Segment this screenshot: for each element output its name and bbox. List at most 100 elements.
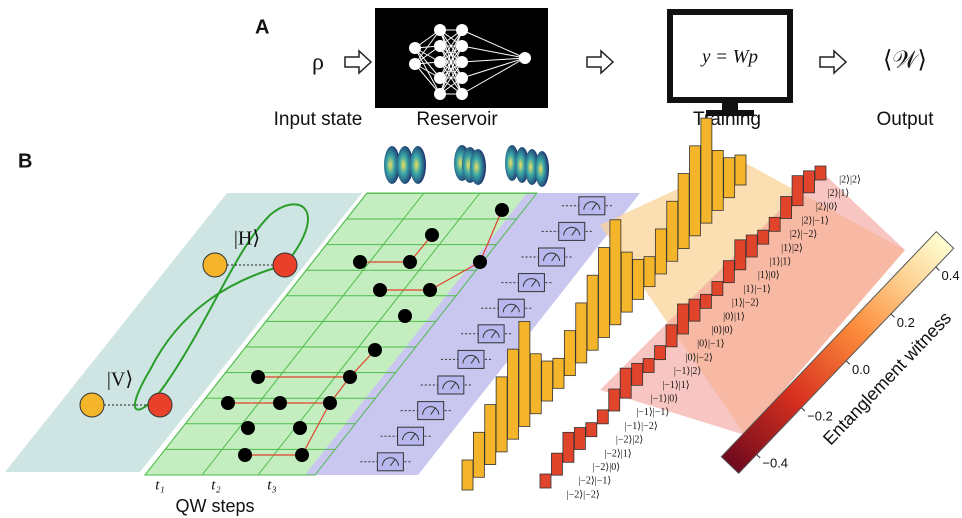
node	[456, 40, 468, 52]
bar	[678, 304, 689, 334]
bar	[574, 428, 585, 450]
ket-label: |1⟩|−2⟩	[732, 298, 760, 309]
figure: A ρ y = Wp ⟨𝒲⟩ Input state Reservoir Tra…	[0, 0, 962, 518]
bar	[563, 432, 574, 462]
step-label: t₃	[267, 477, 276, 493]
walk-dot	[343, 370, 357, 384]
ket-label: |1⟩|1⟩	[769, 256, 791, 267]
colorbar-tick-label: 0.0	[852, 362, 870, 377]
ket-label: |−2⟩|1⟩	[604, 448, 632, 459]
detector	[438, 376, 464, 394]
bar	[678, 174, 689, 249]
walk-dot	[238, 448, 252, 462]
ket-label: |0⟩|−1⟩	[697, 339, 725, 350]
detector	[559, 222, 585, 240]
bar	[473, 432, 484, 477]
node	[456, 88, 468, 100]
walk-dot	[273, 396, 287, 410]
ket-label: |1⟩|−1⟩	[743, 284, 771, 295]
bar	[586, 423, 597, 437]
bar	[792, 176, 803, 206]
colorbar-tick	[801, 408, 805, 411]
bar	[735, 155, 746, 185]
detector	[458, 350, 484, 368]
bar	[701, 118, 712, 223]
detector	[518, 274, 544, 292]
bar	[530, 354, 541, 414]
bar	[735, 240, 746, 270]
ket-label: |−2⟩|2⟩	[616, 435, 644, 446]
detector	[498, 299, 524, 317]
training-formula: y = Wp	[700, 46, 758, 67]
colorbar-tick-label: −0.2	[807, 409, 833, 424]
step-label: t₁	[155, 477, 164, 493]
bar	[621, 252, 632, 312]
bar	[519, 321, 530, 426]
detector	[478, 325, 504, 343]
node	[434, 88, 446, 100]
step-label: t₂	[211, 477, 220, 493]
bar	[496, 377, 507, 452]
ket-label: |−2⟩|−1⟩	[578, 476, 611, 487]
bar	[644, 257, 655, 287]
panel-label: A	[255, 16, 269, 38]
ket-label: |−1⟩|−1⟩	[636, 407, 669, 418]
bar	[815, 166, 826, 180]
bar	[781, 197, 792, 219]
node	[434, 24, 446, 36]
detector	[579, 197, 605, 215]
bar	[667, 201, 678, 261]
bar	[690, 146, 701, 236]
bar	[564, 331, 575, 376]
walk-dot	[293, 421, 307, 435]
ket-label: |−1⟩|−2⟩	[625, 421, 658, 432]
ket-label: |0⟩|0⟩	[711, 325, 733, 336]
colorbar-label: Entanglement witness	[819, 308, 955, 449]
walk-dot	[425, 228, 439, 242]
bar	[620, 368, 631, 398]
walk-dot	[473, 255, 487, 269]
ket-label: |2⟩|1⟩	[827, 188, 849, 199]
bar	[804, 171, 815, 193]
bar	[633, 259, 644, 299]
walk-dot	[398, 309, 412, 323]
colorbar-tick-label: 0.4	[942, 268, 960, 283]
detector	[377, 453, 403, 471]
walk-dot	[403, 255, 417, 269]
bar	[508, 349, 519, 439]
bar	[643, 359, 654, 373]
ket-label: |2⟩|0⟩	[816, 202, 838, 213]
node	[519, 52, 531, 64]
ket-label: |2⟩|−2⟩	[790, 229, 818, 240]
ket-label: |2⟩|2⟩	[839, 174, 861, 185]
node	[409, 42, 421, 54]
bar	[769, 217, 780, 231]
node	[434, 40, 446, 52]
bar	[576, 303, 587, 363]
bar	[462, 460, 473, 490]
node	[456, 56, 468, 68]
walk-dot	[295, 448, 309, 462]
ket-label: |−1⟩|2⟩	[674, 366, 702, 377]
bar	[712, 150, 723, 210]
node	[434, 72, 446, 84]
panel-label: B	[18, 150, 32, 172]
ket-label: |1⟩|2⟩	[781, 243, 803, 254]
bar	[587, 275, 598, 350]
walk-dot	[221, 396, 235, 410]
walk-dot	[423, 283, 437, 297]
ket-label: |−1⟩|0⟩	[651, 393, 679, 404]
node	[456, 24, 468, 36]
bar	[746, 235, 757, 257]
walk-dot	[495, 203, 509, 217]
bar	[712, 282, 723, 296]
walk-dot	[251, 370, 265, 384]
blobs	[384, 145, 549, 187]
ket-label: |0⟩|−2⟩	[685, 352, 713, 363]
reservoir-label: Reservoir	[416, 109, 498, 130]
v-state: |V⟩	[107, 369, 133, 391]
ket-label: |0⟩|1⟩	[723, 311, 745, 322]
node	[409, 58, 421, 70]
bar	[599, 248, 610, 338]
ket-label: |−2⟩|0⟩	[593, 462, 621, 473]
